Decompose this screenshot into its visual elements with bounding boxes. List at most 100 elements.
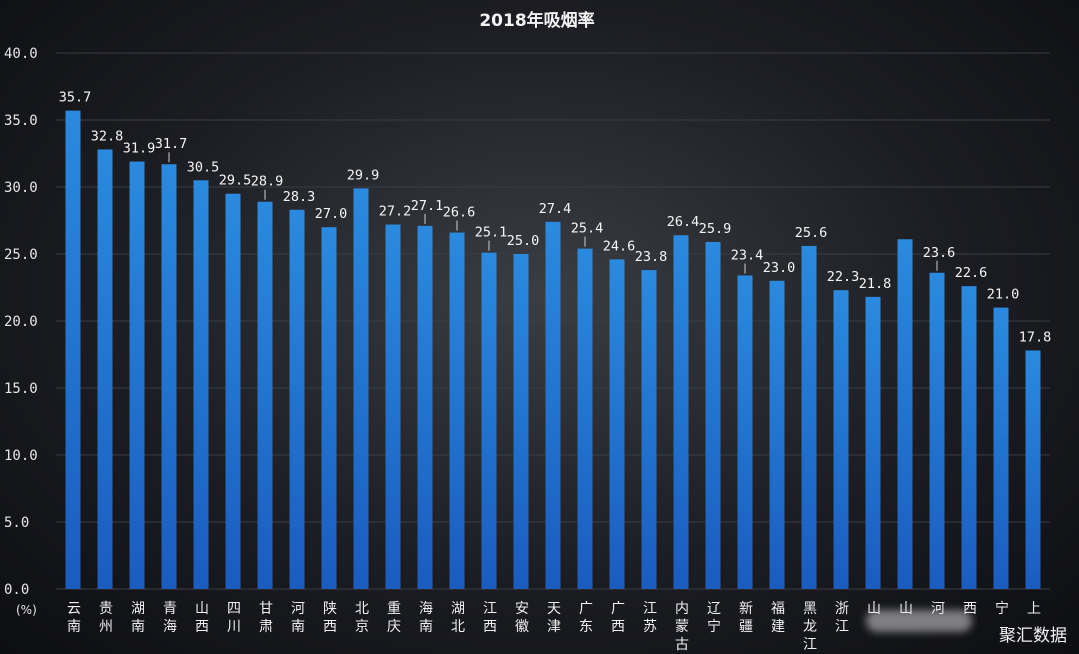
data-label: 27.2 xyxy=(379,204,412,220)
data-label: 27.1 xyxy=(411,198,444,214)
bar xyxy=(609,259,625,589)
x-tick-label: 山西 xyxy=(195,601,209,635)
x-tick-label: 内蒙古 xyxy=(675,601,689,653)
bar xyxy=(769,280,785,589)
data-label: 21.8 xyxy=(859,276,892,292)
data-label: 23.6 xyxy=(923,245,956,261)
y-tick-label: 5.0 xyxy=(4,515,29,531)
data-label: 21.0 xyxy=(987,287,1020,303)
data-label: 31.9 xyxy=(123,141,156,157)
data-label: 25.4 xyxy=(571,221,604,237)
data-label: 31.7 xyxy=(155,136,188,152)
y-tick-label: 25.0 xyxy=(4,247,38,263)
y-tick-label: 15.0 xyxy=(4,381,38,397)
data-label: 24.6 xyxy=(603,238,636,254)
y-tick-label: 30.0 xyxy=(4,180,38,196)
bar xyxy=(225,193,241,589)
data-label: 27.0 xyxy=(315,206,348,222)
bar xyxy=(577,248,593,589)
x-tick-label: 海南 xyxy=(419,601,433,635)
x-tick-label: 江苏 xyxy=(643,601,657,635)
data-label: 17.8 xyxy=(1019,329,1052,345)
bar xyxy=(513,254,529,589)
data-label: 27.4 xyxy=(539,201,572,217)
bar xyxy=(161,164,177,589)
bar xyxy=(1025,350,1041,589)
data-label: 30.5 xyxy=(187,159,220,175)
x-tick-label: 陕西 xyxy=(323,601,337,635)
bar xyxy=(801,245,817,589)
data-label: 25.6 xyxy=(795,225,828,241)
bar xyxy=(417,225,433,590)
bar xyxy=(353,188,369,589)
y-tick-label: 35.0 xyxy=(4,113,38,129)
data-label: 29.5 xyxy=(219,173,252,189)
data-label: 26.4 xyxy=(667,214,700,230)
x-tick-label: 天津 xyxy=(547,601,561,635)
x-tick-label: 湖北 xyxy=(451,601,465,635)
x-tick-label: 安徽 xyxy=(515,601,529,635)
data-label: 25.9 xyxy=(699,221,732,237)
bar xyxy=(865,296,881,589)
bar xyxy=(129,161,145,590)
data-label: 28.9 xyxy=(251,174,284,190)
bar xyxy=(993,307,1009,589)
bar xyxy=(929,272,945,589)
bar xyxy=(449,232,465,589)
bar xyxy=(545,221,561,589)
blurred-overlay xyxy=(866,610,972,632)
bar xyxy=(321,227,337,589)
bar xyxy=(385,224,401,589)
bar xyxy=(705,241,721,589)
bar xyxy=(961,286,977,589)
x-tick-label: 江西 xyxy=(483,601,497,635)
x-tick-label: 贵州 xyxy=(99,601,113,635)
x-tick-label: 新疆 xyxy=(739,601,753,635)
x-tick-label: 广西 xyxy=(611,601,625,635)
data-label: 22.6 xyxy=(955,265,988,281)
data-label: 22.3 xyxy=(827,269,860,285)
data-label: 23.8 xyxy=(635,249,668,265)
y-axis-unit: (%) xyxy=(16,603,37,617)
x-tick-label: 湖南 xyxy=(131,601,145,635)
y-axis: 0.0 5.0 10.0 15.0 20.0 25.0 30.0 35.0 40.0 xyxy=(4,46,38,598)
data-label: 23.0 xyxy=(763,260,796,276)
bar xyxy=(897,239,913,589)
bar xyxy=(673,235,689,590)
x-tick-label: 重庆 xyxy=(387,601,401,635)
x-tick-label: 云南 xyxy=(67,601,81,635)
x-tick-label: 福建 xyxy=(771,601,785,635)
x-tick-label: 广东 xyxy=(579,601,593,635)
data-label: 29.9 xyxy=(347,167,380,183)
bar xyxy=(193,180,209,590)
bar xyxy=(257,201,273,590)
data-label: 25.0 xyxy=(507,233,540,249)
x-axis: 云南贵州湖南青海山西四川甘肃河南陕西北京重庆海南湖北江西安徽天津广东广西江苏内蒙… xyxy=(67,600,1041,653)
bars xyxy=(65,110,1041,590)
x-tick-label: 上 xyxy=(1027,601,1041,617)
data-labels: 35.7 32.831.9 31.7 30.529.5 28.928.327.0 29.9… xyxy=(59,90,1052,346)
bar xyxy=(737,275,753,589)
data-label: 26.6 xyxy=(443,205,476,221)
x-tick-label: 河南 xyxy=(291,601,305,635)
bar xyxy=(833,290,849,589)
watermark: 聚汇数据 xyxy=(999,626,1067,646)
data-label: 25.1 xyxy=(475,225,508,241)
x-tick-label: 辽宁 xyxy=(707,601,721,635)
x-tick-label: 黑龙江 xyxy=(803,601,817,653)
data-label: 32.8 xyxy=(91,128,124,144)
bar xyxy=(65,110,81,590)
bar xyxy=(481,252,497,589)
bar xyxy=(289,209,305,589)
bar xyxy=(97,149,113,590)
chart-title: 2018年吸烟率 xyxy=(479,10,594,31)
x-tick-label: 甘肃 xyxy=(259,601,273,635)
x-tick-label: 北京 xyxy=(355,601,369,635)
data-label: 35.7 xyxy=(59,90,92,106)
x-tick-label: 四川 xyxy=(227,601,241,635)
y-tick-label: 0.0 xyxy=(4,582,29,598)
y-tick-label: 10.0 xyxy=(4,448,38,464)
y-tick-label: 20.0 xyxy=(4,314,38,330)
x-tick-label: 宁 xyxy=(995,600,1009,617)
